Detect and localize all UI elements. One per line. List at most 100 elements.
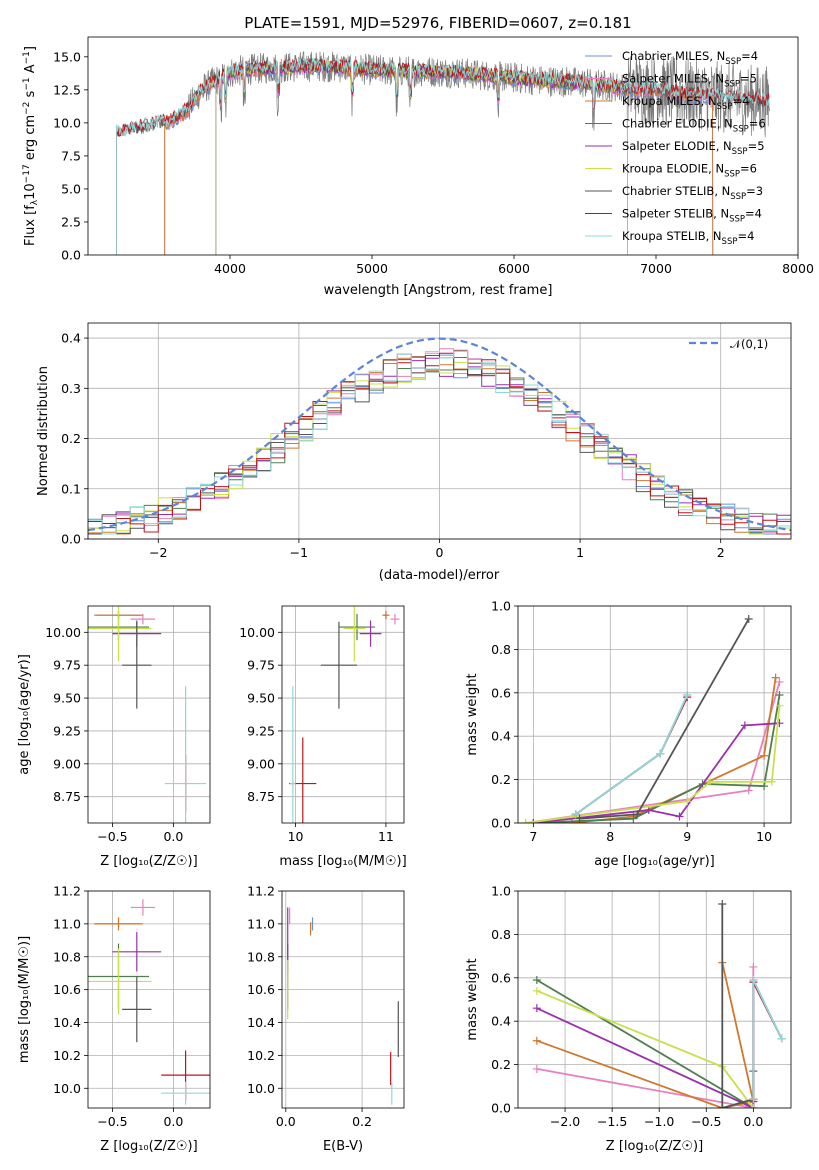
y-tick-label: 10.0 [53,115,81,130]
x-tick-label: −0.5 [97,1114,127,1129]
x-tick-label: 10 [288,829,304,844]
mass_vs_Z-x-label: Z [log₁₀(Z/Z☉)] [100,1139,197,1154]
y-tick-label: 11.0 [53,916,81,931]
legend-entry-kroupa_elodie: Kroupa ELODIE, NSSP=6 [622,162,757,180]
weight-marker-kroupa_stelib [749,975,758,984]
age_vs_Z-frame [87,605,211,824]
x-tick-label: 8000 [782,261,814,276]
x-tick-label: −1.0 [644,1114,674,1129]
y-tick-label: 0.2 [491,1057,511,1072]
weight-marker-salpeter_elodie [675,812,684,821]
y-tick-label: 5.0 [61,181,81,196]
legend-entry-kroupa_stelib: Kroupa STELIB, NSSP=4 [622,229,754,247]
weight-line-salpeter_miles [536,967,755,1108]
age_vs_mass-x-label: mass [log₁₀(M/M☉)] [279,854,406,869]
y-tick-label: 10.4 [247,1015,275,1030]
x-tick-label: 0.0 [163,829,183,844]
y-tick-label: 10.4 [53,1015,81,1030]
y-tick-label: 7.5 [61,148,81,163]
residual-x-label: (data-model)/error [379,568,500,583]
x-tick-label: 7000 [640,261,672,276]
y-tick-label: 10.8 [53,949,81,964]
massweight_vs_Z-frame [517,890,792,1109]
x-tick-label: 2 [717,545,725,560]
weight-marker-kroupa_stelib [683,690,692,699]
residual-histogram-kroupa_elodie [88,351,791,535]
y-tick-label: 8.75 [53,789,81,804]
weight-line-salpeter_miles [525,681,781,823]
weight-marker-kroupa_miles [532,1036,541,1045]
y-tick-label: 11.2 [247,884,275,899]
weight-marker-kroupa_stelib [656,749,665,758]
weight-marker-kroupa_elodie [521,819,530,823]
weight-marker-salpeter_miles [749,962,758,971]
x-tick-label: −0.5 [691,1114,721,1129]
mass_vs_ebv-frame [281,890,405,1109]
spectrum-x-label: wavelength [Angstrom, rest frame] [324,283,553,298]
massweight_vs_Z-x-label: Z [log₁₀(Z/Z☉)] [606,1139,703,1154]
weight-marker-salpeter_miles [744,786,753,795]
massweight_vs_Z-axes: −2.0 −1.5 −1.0 −0.5 0.0 0.0 0.2 0.4 0.6 0.8 1.0 [491,884,791,1129]
y-tick-label: 9.25 [247,723,275,738]
age_vs_mass-frame [281,605,405,824]
legend-entry-chabrier_elodie: Chabrier ELODIE, NSSP=6 [622,117,766,135]
y-tick-label: 0.0 [491,1101,511,1116]
weight-marker-chabrier_stelib [718,1104,727,1108]
residual-legend-label: 𝒩(0,1) [730,337,768,351]
x-tick-label: 1 [576,545,584,560]
spectrum-model-kroupa_stelib [116,57,770,255]
x-tick-label: −1.5 [597,1114,627,1129]
y-tick-label: 10.8 [247,949,275,964]
y-tick-label: 0.4 [491,1014,511,1029]
y-tick-label: 0.4 [61,331,81,346]
massweight_vs_age-x-label: age [log₁₀(age/yr)] [594,854,715,869]
weight-marker-kroupa_elodie [706,777,715,786]
weight-marker-chabrier_elodie [775,690,784,699]
y-tick-label: 9.25 [53,723,81,738]
weight-marker-kroupa_stelib [749,1095,758,1104]
age_vs_Z-x-label: Z [log₁₀(Z/Z☉)] [100,854,197,869]
spectrum-model-chabrier_stelib [116,58,770,255]
weight-marker-kroupa_elodie [683,797,692,806]
y-tick-label: 0.0 [61,532,81,547]
x-tick-label: −2.0 [550,1114,580,1129]
age_vs_Z-y-label: age [log₁₀(age/yr)] [17,654,32,775]
weight-marker-chabrier_stelib [575,814,584,823]
chart-title: PLATE=1591, MJD=52976, FIBERID=0607, z=0… [244,14,631,32]
spectrum-legend: Chabrier MILES, NSSP=4 Salpeter MILES, NS… [585,49,766,247]
mass_vs_ebv-axes: 0.0 0.2 10.0 10.2 10.4 10.6 10.8 11.0 11.2 [247,884,404,1129]
y-tick-label: 1.0 [491,599,511,614]
spectrum-axes: 4000 5000 6000 7000 8000 0.0 2.5 5.0 7.5 10.0 12.5… [53,49,814,276]
y-tick-label: 2.5 [61,214,81,229]
weight-marker-chabrier_elodie [760,782,769,791]
y-tick-label: 0.3 [61,381,81,396]
y-tick-label: 10.00 [45,625,81,640]
legend-entry-kroupa_miles: Kroupa MILES, NSSP=4 [622,94,749,112]
legend-entry-chabrier_stelib: Chabrier STELIB, NSSP=3 [622,184,763,202]
weight-marker-kroupa_elodie [749,1104,758,1108]
legend-entry-chabrier_miles: Chabrier MILES, NSSP=4 [622,49,758,67]
y-tick-label: 0.0 [491,816,511,831]
x-tick-label: −2 [149,545,167,560]
age_vs_Z-axes: −0.5 0.0 8.75 9.00 9.25 9.50 9.75 10.00 [45,606,210,844]
weight-marker-kroupa_elodie [767,777,776,786]
normal-pdf-curve [88,337,791,532]
weight-marker-chabrier_elodie [629,814,638,823]
y-tick-label: 9.75 [53,658,81,673]
spectrum-y-label: Flux [fλ10−17 erg cm−2 s−1 A−1] [22,46,40,246]
weight-marker-kroupa_elodie [775,701,784,710]
x-tick-label: 8 [606,829,614,844]
weight-marker-kroupa_miles [567,819,576,823]
y-tick-label: 9.00 [247,756,275,771]
y-tick-label: 10.6 [53,982,81,997]
y-tick-label: 10.00 [239,625,275,640]
weight-line-kroupa_stelib [752,979,783,1100]
y-tick-label: 0.6 [491,685,511,700]
mass_vs_Z-frame [87,890,211,1109]
y-tick-label: 1.0 [491,884,511,899]
x-tick-label: 0.2 [352,1114,372,1129]
y-tick-label: 10.0 [247,1081,275,1096]
y-tick-label: 9.50 [247,691,275,706]
x-tick-label: 5000 [356,261,388,276]
weight-marker-kroupa_miles [760,751,769,760]
